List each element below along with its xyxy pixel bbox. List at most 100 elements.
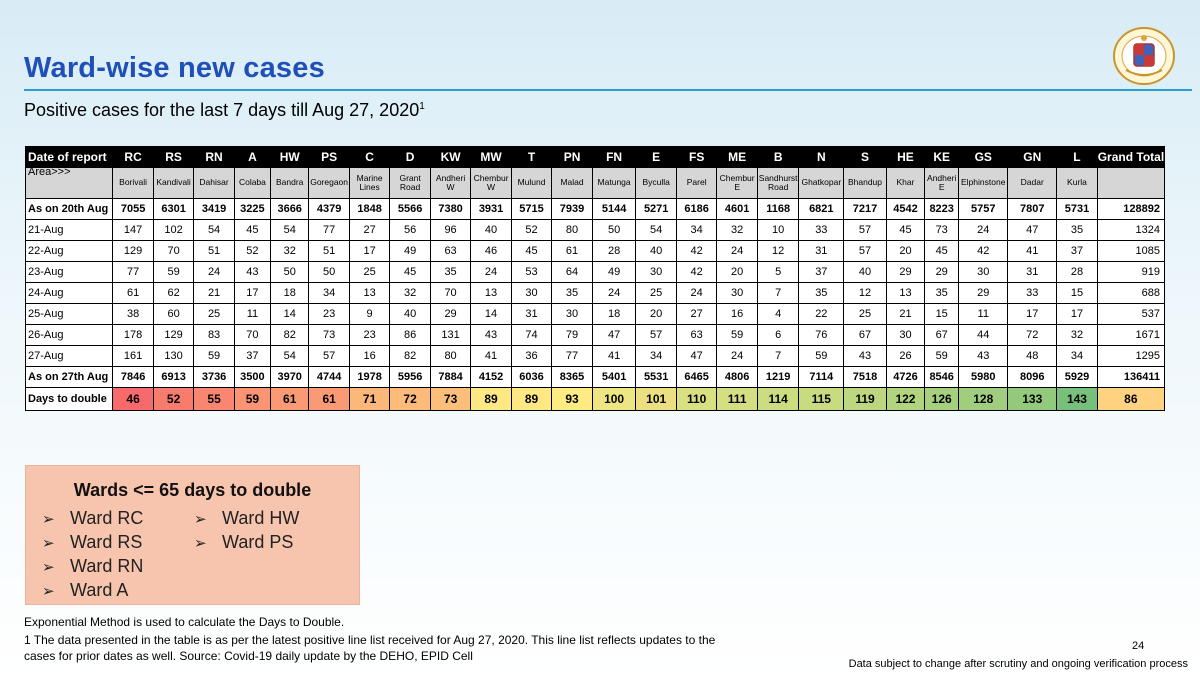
table-cell: 17 <box>348 240 391 262</box>
table-cell: 43 <box>470 324 512 346</box>
grand-total-cell: 1671 <box>1096 324 1166 346</box>
table-cell: 3419 <box>193 198 235 220</box>
table-cell: 4379 <box>308 198 350 220</box>
table-cell: 29 <box>958 282 1009 304</box>
table-cell: 40 <box>389 303 431 325</box>
arrow-bullet-icon: ➢ <box>42 559 55 576</box>
table-cell: 102 <box>152 219 195 241</box>
table-cell: 45 <box>233 219 272 241</box>
area-cell: Bandra <box>270 167 310 199</box>
header-ward-rs: RS <box>152 146 195 168</box>
days-to-double-cell: 143 <box>1056 387 1098 411</box>
row-label: As on 20th Aug <box>24 198 114 220</box>
area-cell: Grant Road <box>389 167 431 199</box>
table-cell: 30 <box>551 303 593 325</box>
table-cell: 14 <box>270 303 310 325</box>
header-ward-rn: RN <box>193 146 235 168</box>
table-cell: 18 <box>591 303 637 325</box>
table-cell: 13 <box>885 282 926 304</box>
header-ward-kw: KW <box>429 146 472 168</box>
table-cell: 70 <box>152 240 195 262</box>
table-cell: 51 <box>308 240 350 262</box>
table-cell: 11 <box>233 303 272 325</box>
table-cell: 24 <box>958 219 1009 241</box>
days-to-double-cell: 122 <box>885 387 926 411</box>
table-cell: 8546 <box>924 366 960 388</box>
table-cell: 7 <box>756 345 800 367</box>
table-cell: 32 <box>1056 324 1098 346</box>
table-cell: 7884 <box>429 366 472 388</box>
header-ward-fs: FS <box>675 146 718 168</box>
days-to-double-cell: 101 <box>635 387 677 411</box>
table-cell: 26 <box>885 345 926 367</box>
table-cell: 67 <box>843 324 887 346</box>
table-cell: 27 <box>675 303 718 325</box>
table-cell: 36 <box>510 345 553 367</box>
table-cell: 5271 <box>635 198 677 220</box>
table-row: 24-Aug 61 62 21 17 18 34 13 32 70 13 30 35 24 25 24 30 7 3… <box>24 282 1166 304</box>
table-cell: 6186 <box>675 198 718 220</box>
table-cell: 40 <box>470 219 512 241</box>
table-cell: 5956 <box>389 366 431 388</box>
table-cell: 17 <box>1056 303 1098 325</box>
table-cell: 7807 <box>1007 198 1058 220</box>
table-cell: 54 <box>270 219 310 241</box>
table-cell: 76 <box>798 324 845 346</box>
table-cell: 11 <box>958 303 1009 325</box>
table-cell: 77 <box>308 219 350 241</box>
area-cell: Dahisar <box>193 167 235 199</box>
days-to-double-cell: 126 <box>924 387 960 411</box>
table-cell: 80 <box>551 219 593 241</box>
table-cell: 5 <box>756 261 800 283</box>
table-cell: 79 <box>551 324 593 346</box>
table-cell: 57 <box>843 219 887 241</box>
table-cell: 7380 <box>429 198 472 220</box>
table-cell: 57 <box>843 240 887 262</box>
page-number: 24 <box>1132 640 1145 652</box>
table-cell: 47 <box>1007 219 1058 241</box>
table-row: 22-Aug 129 70 51 52 32 51 17 49 63 46 45 61 28 40 42 24 1… <box>24 240 1166 262</box>
table-cell: 42 <box>675 261 718 283</box>
header-ward-gn: GN <box>1007 146 1058 168</box>
grand-total-cell: 1324 <box>1096 219 1166 241</box>
table-cell: 64 <box>551 261 593 283</box>
subtitle-text: Positive cases for the last 7 days till … <box>24 100 420 120</box>
title-divider <box>24 89 1192 91</box>
disclaimer: Data subject to change after scrutiny an… <box>848 658 1188 670</box>
table-cell: 54 <box>193 219 235 241</box>
table-cell: 38 <box>112 303 154 325</box>
area-cell: Andheri W <box>429 167 472 199</box>
table-cell: 4152 <box>470 366 512 388</box>
table-cell: 43 <box>958 345 1009 367</box>
table-cell: 72 <box>1007 324 1058 346</box>
table-cell: 60 <box>152 303 195 325</box>
table-cell: 52 <box>233 240 272 262</box>
ward-list-item: ➢ Ward RN <box>42 556 143 577</box>
area-cell: Kandivali <box>152 167 195 199</box>
table-row: 23-Aug 77 59 24 43 50 50 25 45 35 24 53 64 49 30 42 20 5 3… <box>24 261 1166 283</box>
page-title: Ward-wise new cases <box>24 52 325 84</box>
arrow-bullet-icon: ➢ <box>42 583 55 600</box>
table-cell: 20 <box>635 303 677 325</box>
table-cell: 54 <box>270 345 310 367</box>
area-cell: Colaba <box>233 167 272 199</box>
row-label: 21-Aug <box>24 219 114 241</box>
table-cell: 3500 <box>233 366 272 388</box>
header-ward-fn: FN <box>591 146 637 168</box>
table-cell: 21 <box>885 303 926 325</box>
callout-title: Wards <= 65 days to double <box>73 480 312 500</box>
area-cell: Khar <box>885 167 926 199</box>
table-header-row: Date of report RC RS RN A HW PS C D KW MW T PN FN E FS M… <box>24 146 1166 168</box>
table-cell: 4601 <box>716 198 758 220</box>
table-cell: 59 <box>193 345 235 367</box>
table-cell: 25 <box>635 282 677 304</box>
header-ward-ps: PS <box>308 146 350 168</box>
table-cell: 32 <box>270 240 310 262</box>
row-label: 25-Aug <box>24 303 114 325</box>
table-cell: 6036 <box>510 366 553 388</box>
table-cell: 30 <box>885 324 926 346</box>
header-ward-pn: PN <box>551 146 593 168</box>
table-cell: 41 <box>1007 240 1058 262</box>
area-cell: Marine Lines <box>348 167 391 199</box>
table-row: 27-Aug 161 130 59 37 54 57 16 82 80 41 36 77 41 34 47 24… <box>24 345 1166 367</box>
